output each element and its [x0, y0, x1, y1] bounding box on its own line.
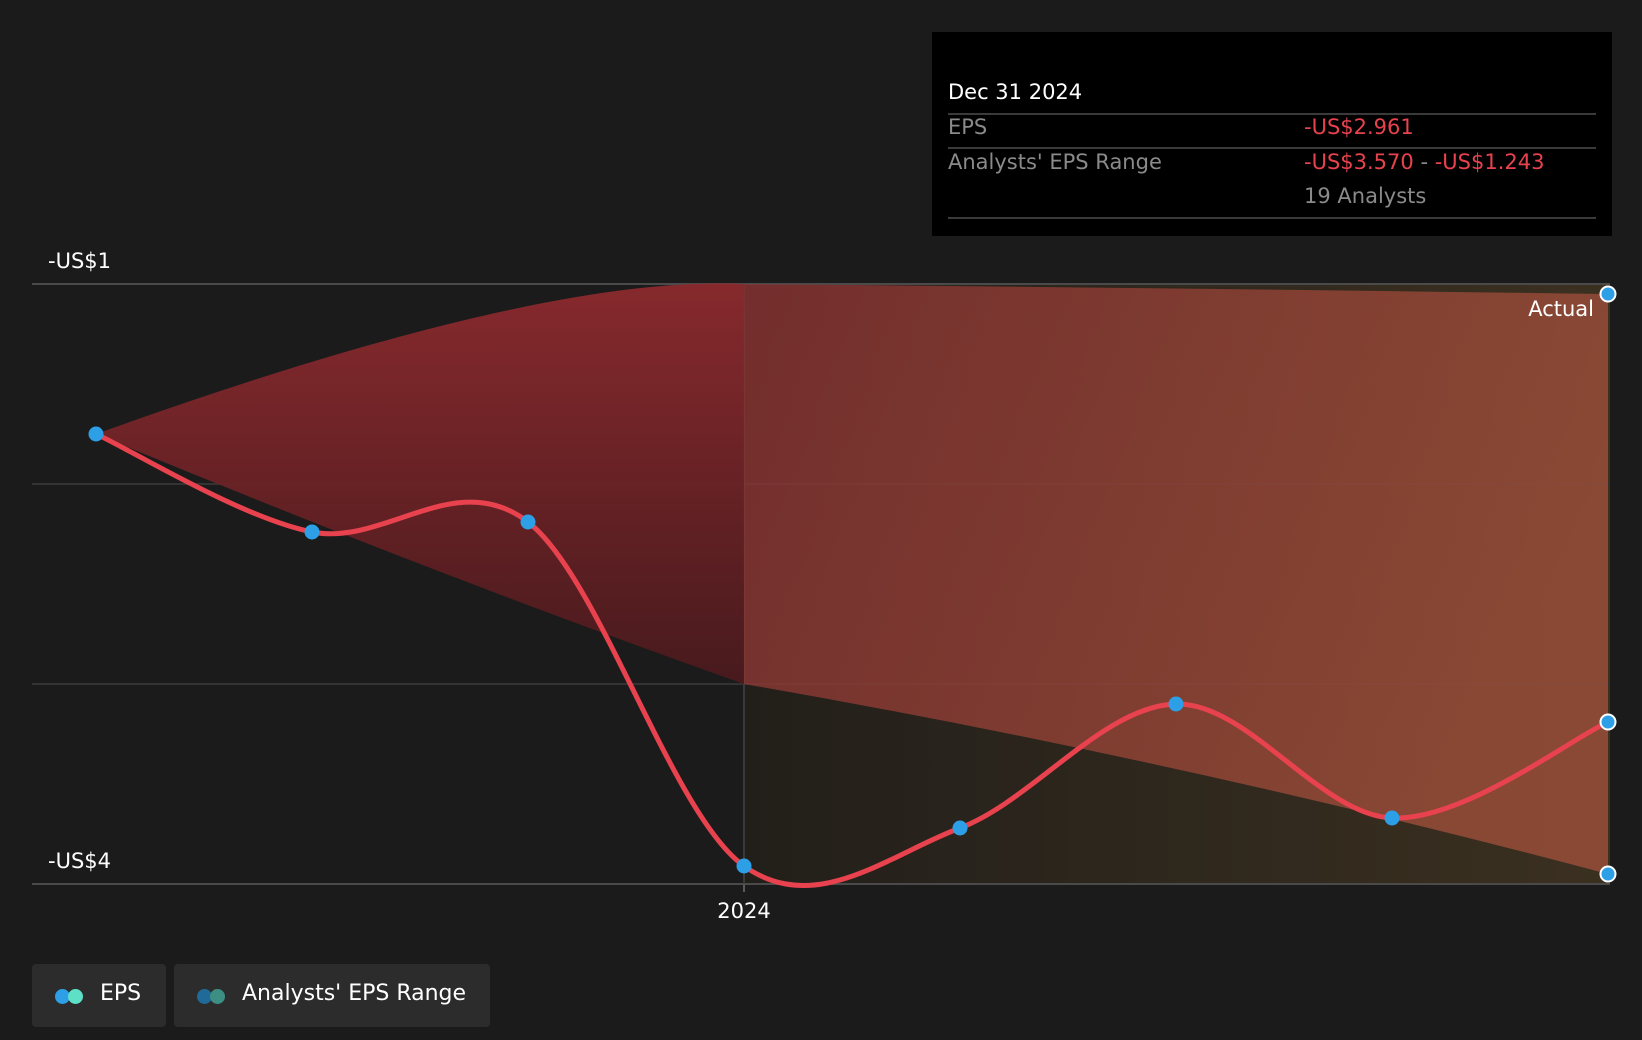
- range-end-point: [1599, 285, 1617, 303]
- eps-point: [1384, 810, 1400, 826]
- tooltip-panel: Dec 31 2024 EPS -US$2.961 Analysts' EPS …: [932, 32, 1612, 236]
- tooltip-range-low: -US$3.570: [1304, 150, 1414, 174]
- range-legend-dot-icon: [197, 989, 212, 1004]
- analysts-range-area-forecast: [744, 284, 1608, 874]
- eps-legend-dot-icon: [68, 989, 83, 1004]
- eps-line: [93, 431, 1611, 888]
- tooltip-eps-value: -US$2.961: [1304, 115, 1414, 139]
- eps-point: [952, 820, 968, 836]
- legend-label-eps: EPS: [100, 981, 142, 1006]
- tooltip-range-separator: -: [1413, 150, 1435, 174]
- actual-annotation: Actual: [1528, 297, 1594, 321]
- range-end-point: [1599, 713, 1617, 731]
- analysts-range-area-past: [96, 283, 744, 684]
- tooltip-divider: [948, 113, 1596, 115]
- eps-point: [520, 514, 536, 530]
- eps-point: [304, 524, 320, 540]
- eps-point: [88, 426, 104, 442]
- x-tick-label: 2024: [717, 899, 770, 923]
- tooltip-range-label: Analysts' EPS Range: [948, 150, 1162, 174]
- tooltip-eps-label: EPS: [948, 115, 988, 139]
- tooltip-analysts-count: 19 Analysts: [1304, 184, 1427, 208]
- range-legend-dot-icon: [210, 989, 225, 1004]
- legend-label-analysts-range: Analysts' EPS Range: [242, 981, 467, 1006]
- legend-item-analysts-range[interactable]: Analysts' EPS Range: [174, 964, 490, 1027]
- tooltip-divider: [948, 147, 1596, 149]
- tooltip-divider: [948, 217, 1596, 219]
- eps-point: [1168, 696, 1184, 712]
- tooltip-range-high: -US$1.243: [1434, 150, 1545, 174]
- legend-item-eps[interactable]: EPS: [32, 964, 166, 1027]
- eps-legend-dot-icon: [55, 989, 70, 1004]
- y-tick-bottom: -US$4: [48, 849, 111, 873]
- y-tick-top: -US$1: [48, 249, 111, 273]
- range-end-point: [1599, 865, 1617, 883]
- tooltip-range-value: -US$3.570 - -US$1.243: [1304, 150, 1544, 174]
- tooltip-date: Dec 31 2024: [948, 80, 1083, 104]
- eps-point: [736, 858, 752, 874]
